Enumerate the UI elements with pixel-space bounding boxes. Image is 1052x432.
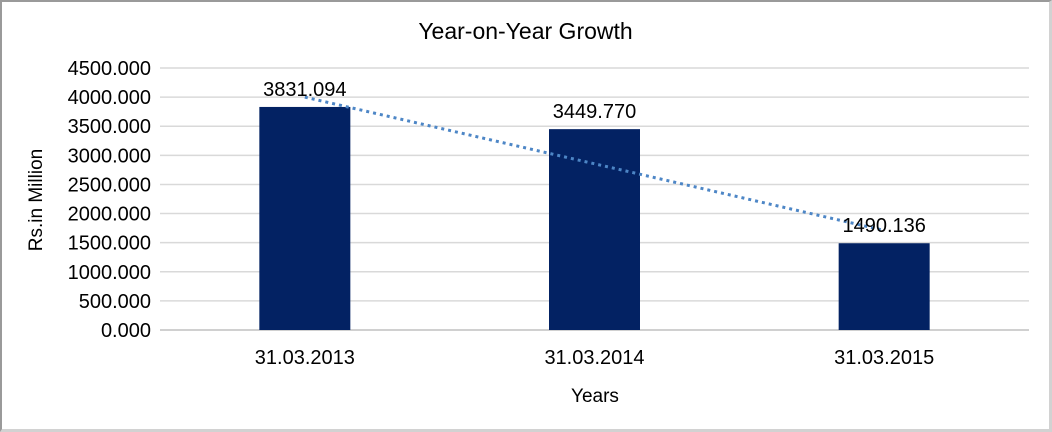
y-tick-label: 4000.000 (68, 87, 151, 109)
y-tick-label: 2500.000 (68, 174, 151, 196)
y-tick-label: 1000.000 (68, 262, 151, 284)
data-label: 3449.770 (553, 101, 636, 123)
data-label: 1490.136 (842, 215, 925, 237)
x-tick-label: 31.03.2013 (255, 347, 355, 369)
y-tick-label: 1500.000 (68, 233, 151, 255)
y-tick-label: 500.000 (79, 291, 151, 313)
bar (549, 129, 640, 330)
chart-title: Year-on-Year Growth (418, 18, 633, 44)
y-tick-label: 4500.000 (68, 58, 151, 80)
bar (259, 106, 351, 330)
y-tick-label: 3500.000 (68, 116, 151, 138)
y-tick-label: 2000.000 (68, 204, 151, 226)
trendline (304, 95, 885, 232)
data-label: 3831.094 (263, 79, 346, 101)
x-axis-title: Years (571, 386, 619, 407)
y-axis-title: Rs.in Million (26, 148, 47, 252)
y-tick-label: 0.000 (101, 320, 151, 342)
x-tick-label: 31.03.2015 (834, 347, 934, 369)
y-tick-label: 3000.000 (68, 145, 151, 167)
bar (838, 243, 930, 330)
x-tick-label: 31.03.2014 (544, 347, 644, 369)
